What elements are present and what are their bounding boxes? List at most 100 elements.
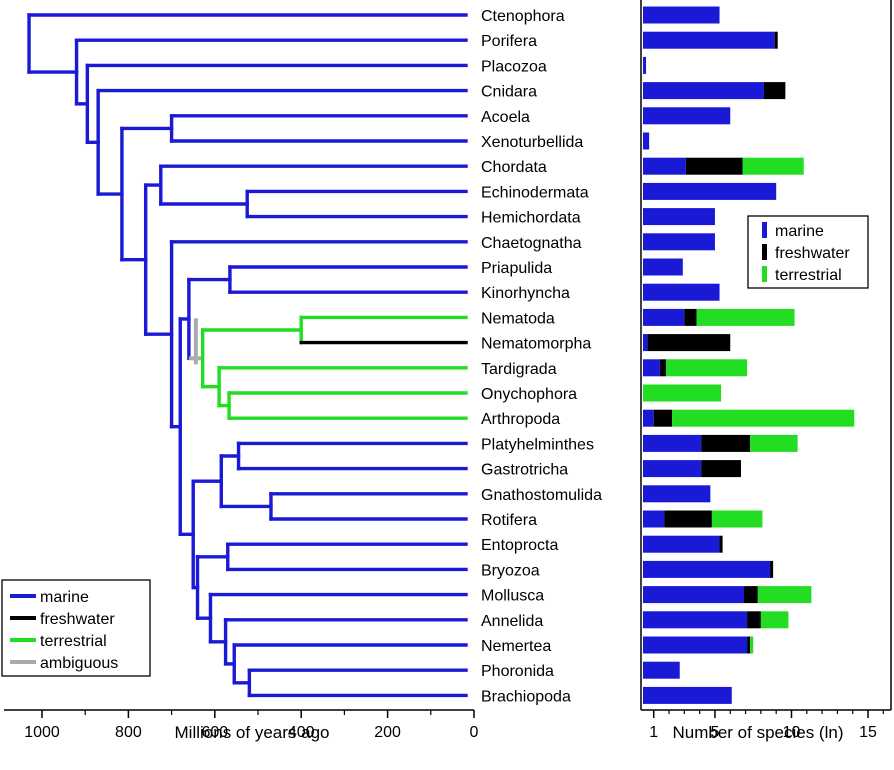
- bar-tick-label-15: 15: [859, 724, 877, 741]
- bar-echinodermata-marine: [643, 182, 777, 200]
- bar-mollusca-freshwater: [744, 586, 758, 604]
- bar-series: [643, 6, 855, 704]
- bar-chordata-marine: [643, 157, 686, 175]
- bar-legend-label-marine: marine: [775, 223, 824, 240]
- taxon-label-brachiopoda: Brachiopoda: [481, 688, 571, 705]
- bar-chordata-terrestrial: [742, 157, 804, 175]
- legend-label-freshwater: freshwater: [40, 611, 115, 628]
- tree-tick-label-600: 600: [201, 724, 228, 741]
- bar-ctenophora-marine: [643, 6, 720, 24]
- phylogenetic-tree: [27, 13, 468, 698]
- taxon-label-hemichordata: Hemichordata: [481, 210, 581, 227]
- bar-onychophora-terrestrial: [643, 384, 722, 402]
- bar-annelida-freshwater: [747, 611, 761, 629]
- legend-label-ambiguous: ambiguous: [40, 655, 118, 672]
- bar-entoprocta-freshwater: [719, 535, 723, 553]
- bar-hemichordata-marine: [643, 208, 715, 226]
- bar-cnidara-marine: [643, 82, 764, 100]
- taxon-label-cnidara: Cnidara: [481, 84, 537, 101]
- bar-gnathostomulida-marine: [643, 485, 711, 503]
- taxon-label-platyhelminthes: Platyhelminthes: [481, 436, 594, 453]
- bar-nematoda-terrestrial: [696, 308, 795, 326]
- bar-rotifera-freshwater: [664, 510, 712, 528]
- bar-platyhelminthes-freshwater: [701, 434, 751, 452]
- bar-arthropoda-freshwater: [653, 409, 673, 427]
- bar-porifera-marine: [643, 31, 775, 49]
- bar-placozoa-marine: [643, 56, 647, 74]
- bar-platyhelminthes-terrestrial: [750, 434, 798, 452]
- bar-tardigrada-terrestrial: [665, 359, 748, 377]
- taxon-label-porifera: Porifera: [481, 33, 537, 50]
- bar-panel: 1 5 10 15 Number of species (ln): [640, 0, 892, 742]
- bar-nematoda-marine: [643, 308, 685, 326]
- bar-mollusca-terrestrial: [757, 586, 812, 604]
- bar-bryozoa-marine: [643, 560, 771, 578]
- taxon-label-rotifera: Rotifera: [481, 512, 537, 529]
- bar-tardigrada-marine: [643, 359, 660, 377]
- tree-tick-label-400: 400: [288, 724, 315, 741]
- tree-tick-label-200: 200: [374, 724, 401, 741]
- taxon-label-kinorhyncha: Kinorhyncha: [481, 285, 570, 302]
- taxon-label-gnathostomulida: Gnathostomulida: [481, 487, 602, 504]
- bar-xenoturbellida-marine: [643, 132, 650, 150]
- bar-cnidara-freshwater: [763, 82, 786, 100]
- taxon-label-entoprocta: Entoprocta: [481, 537, 558, 554]
- legend-label-terrestrial: terrestrial: [40, 633, 107, 650]
- taxon-label-ctenophora: Ctenophora: [481, 8, 565, 25]
- bar-legend: marine freshwater terrestrial: [747, 215, 869, 289]
- bar-legend-label-terrestrial: terrestrial: [775, 267, 842, 284]
- bar-nemertea-terrestrial: [750, 636, 754, 654]
- bar-phoronida-marine: [643, 661, 680, 679]
- bar-legend-box: [747, 215, 869, 289]
- bar-annelida-terrestrial: [760, 611, 789, 629]
- bar-nemertea-marine: [643, 636, 748, 654]
- bar-gastrotricha-marine: [643, 460, 702, 478]
- bar-tick-label-1: 1: [649, 724, 658, 741]
- bar-nematomorpha-marine: [643, 334, 648, 352]
- bar-x-axis-label: Number of species (ln): [672, 723, 843, 742]
- bar-arthropoda-terrestrial: [672, 409, 855, 427]
- bar-nemertea-freshwater: [747, 636, 751, 654]
- taxon-label-nemertea: Nemertea: [481, 638, 551, 655]
- bar-tick-label-5: 5: [710, 724, 719, 741]
- bar-chaetognatha-marine: [643, 233, 715, 251]
- bar-rotifera-terrestrial: [711, 510, 763, 528]
- tree-tick-label-1000: 1000: [24, 724, 60, 741]
- taxon-label-nematomorpha: Nematomorpha: [481, 336, 591, 353]
- taxon-label-gastrotricha: Gastrotricha: [481, 462, 568, 479]
- taxon-label-placozoa: Placozoa: [481, 58, 547, 75]
- legend-swatch-marine-bar: [762, 222, 767, 238]
- legend-swatch-freshwater-bar: [762, 244, 767, 260]
- taxon-label-phoronida: Phoronida: [481, 663, 554, 680]
- bar-nematomorpha-freshwater: [647, 334, 731, 352]
- taxon-label-mollusca: Mollusca: [481, 588, 544, 605]
- bar-mollusca-marine: [643, 586, 745, 604]
- bar-brachiopoda-marine: [643, 686, 732, 704]
- taxon-labels: Ctenophora Porifera Placozoa Cnidara Acoela X…: [481, 8, 602, 705]
- bar-priapulida-marine: [643, 258, 683, 276]
- taxon-label-arthropoda: Arthropoda: [481, 411, 560, 428]
- taxon-label-bryozoa: Bryozoa: [481, 562, 540, 579]
- taxon-label-echinodermata: Echinodermata: [481, 184, 589, 201]
- taxon-label-priapulida: Priapulida: [481, 260, 552, 277]
- tree-x-axis: 1000 800 600 400 200 0 Millions of years ago: [4, 709, 479, 742]
- taxon-label-nematoda: Nematoda: [481, 310, 555, 327]
- bar-rotifera-marine: [643, 510, 665, 528]
- bar-entoprocta-marine: [643, 535, 720, 553]
- tree-tick-label-800: 800: [115, 724, 142, 741]
- bar-annelida-marine: [643, 611, 748, 629]
- taxon-label-tardigrada: Tardigrada: [481, 361, 557, 378]
- bar-porifera-freshwater: [774, 31, 778, 49]
- bar-tick-label-10: 10: [783, 724, 801, 741]
- legend-label-marine: marine: [40, 589, 89, 606]
- bar-gastrotricha-freshwater: [701, 460, 741, 478]
- bar-bryozoa-freshwater: [770, 560, 774, 578]
- taxon-label-chaetognatha: Chaetognatha: [481, 235, 582, 252]
- taxon-label-chordata: Chordata: [481, 159, 547, 176]
- legend-swatch-terrestrial-bar: [762, 266, 767, 282]
- bar-kinorhyncha-marine: [643, 283, 720, 301]
- bar-tardigrada-freshwater: [659, 359, 666, 377]
- bar-nematoda-freshwater: [684, 308, 697, 326]
- bar-acoela-marine: [643, 107, 731, 125]
